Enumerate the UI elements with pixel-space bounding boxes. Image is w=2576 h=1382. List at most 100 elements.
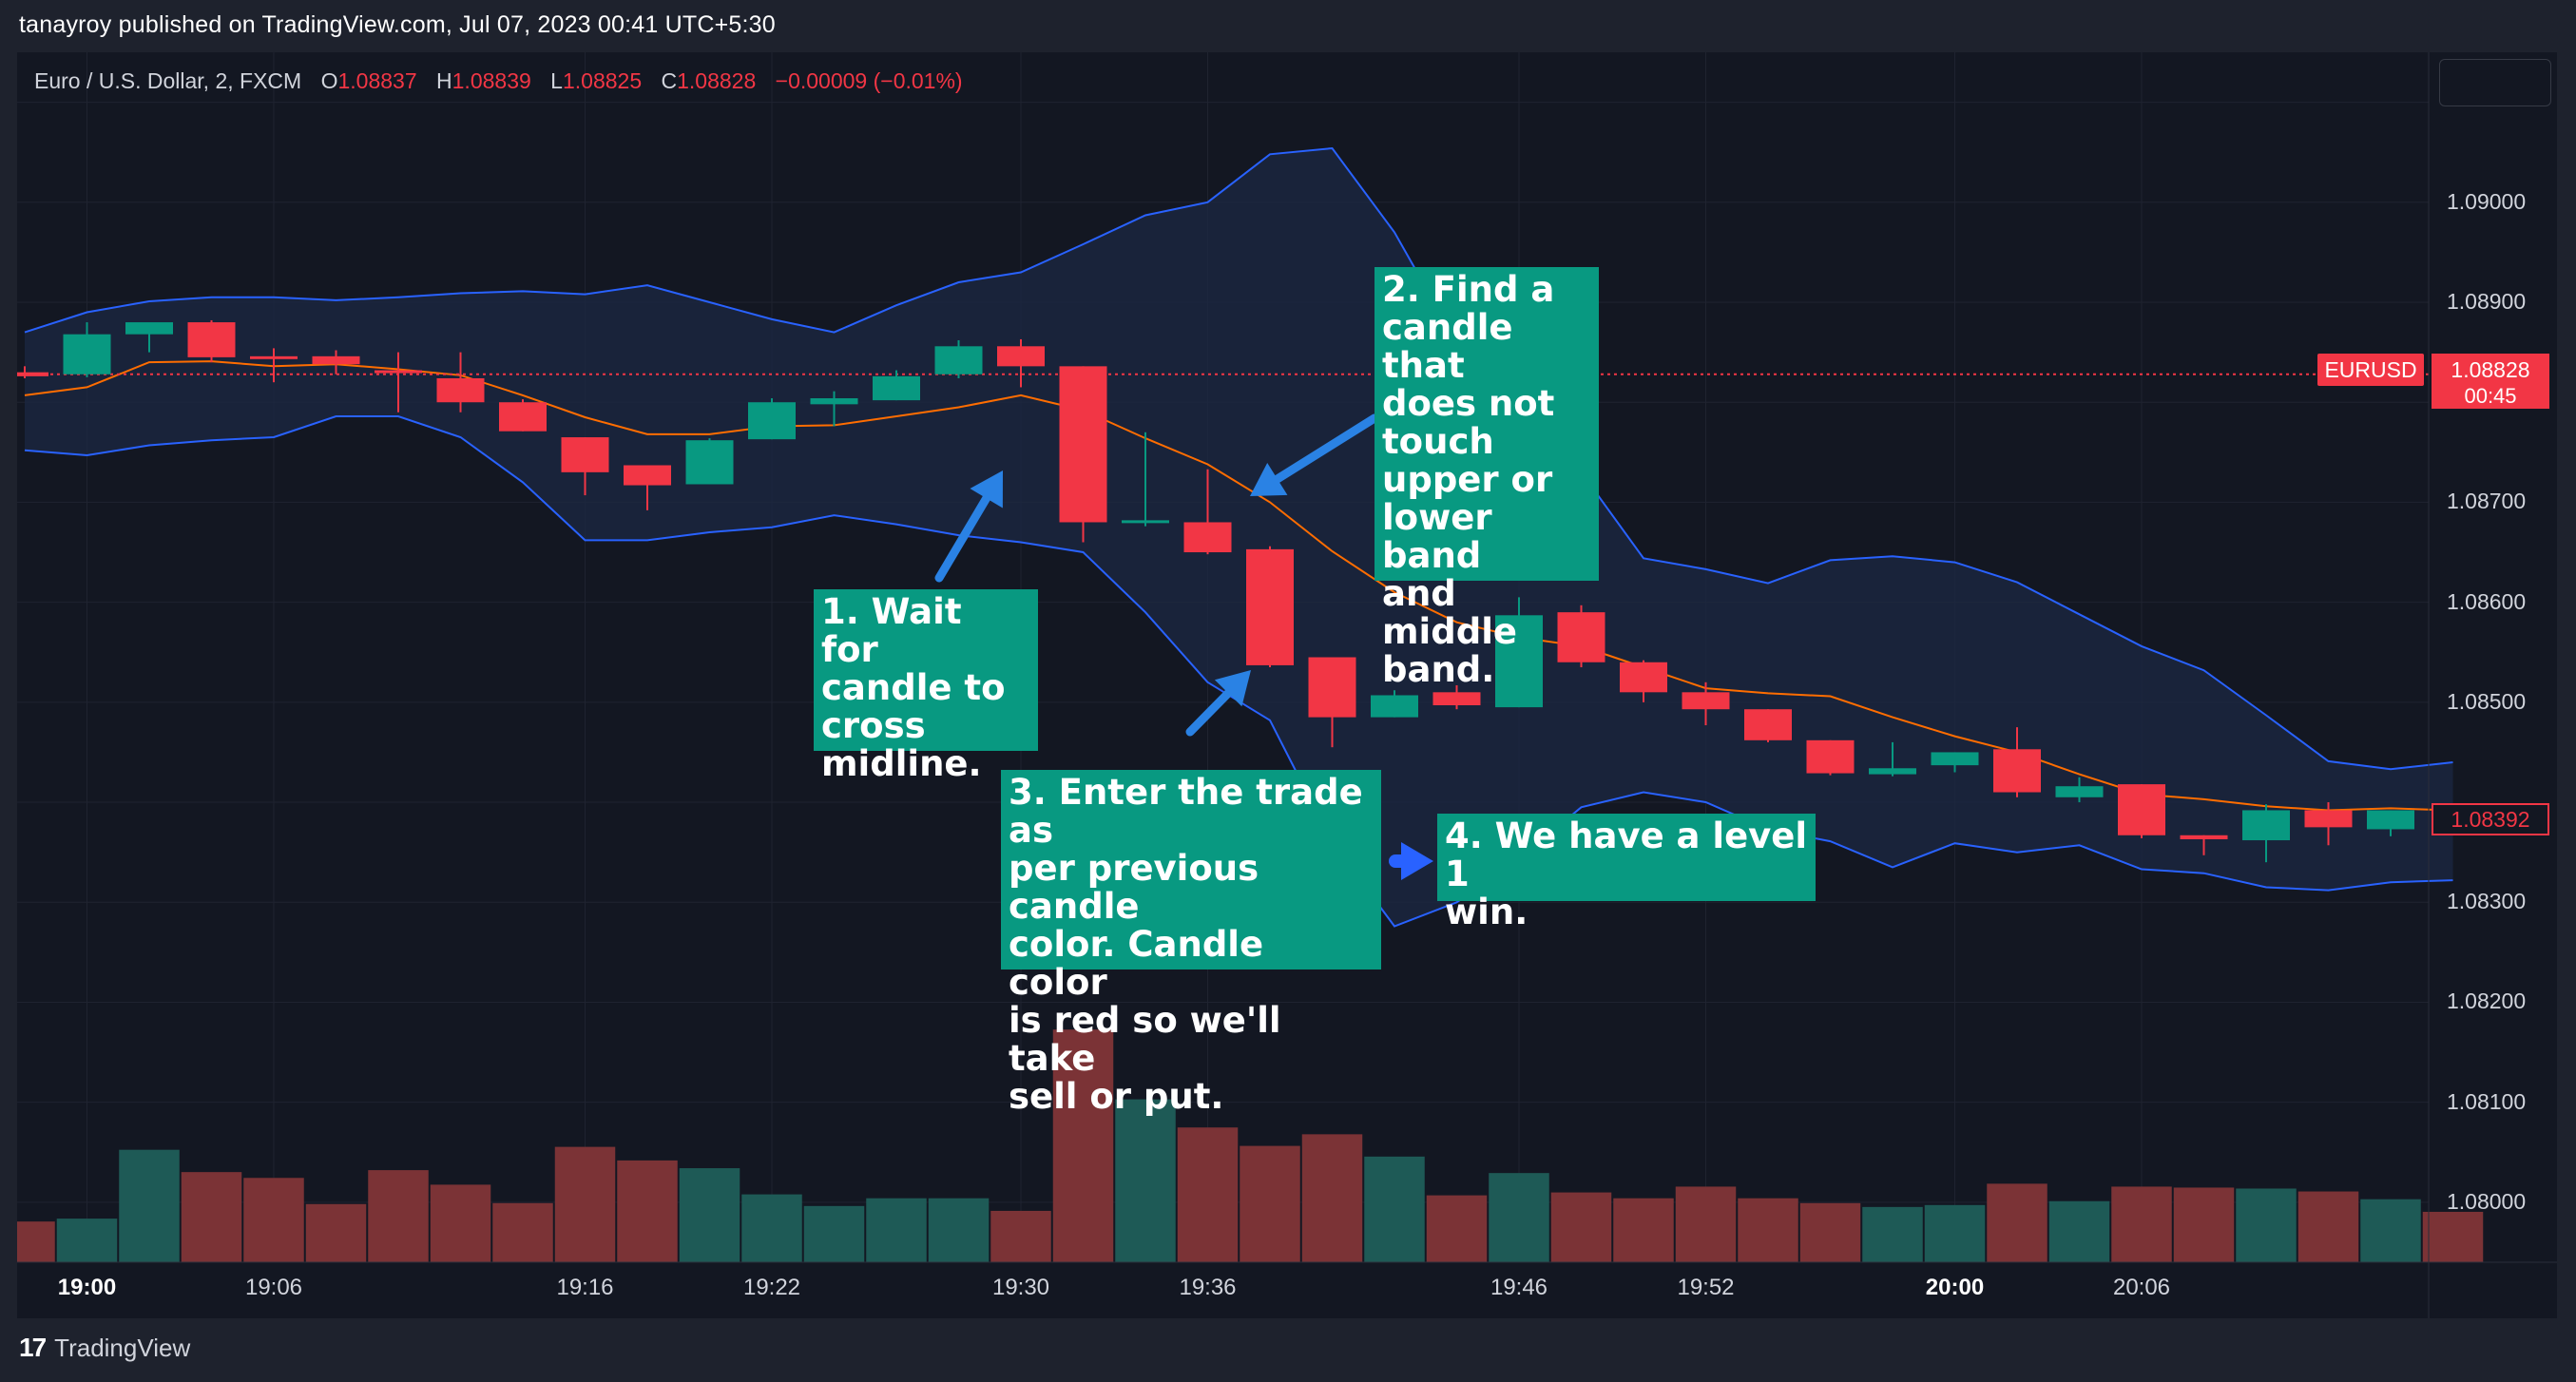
price-axis-label: 1.08200	[2447, 989, 2527, 1014]
bollinger-band-fill	[25, 148, 2453, 927]
candle-body	[499, 402, 547, 432]
time-axis-label: 20:06	[2112, 1275, 2171, 1300]
candle-body	[2242, 810, 2290, 841]
volume-bar	[1301, 1134, 1363, 1262]
candle-body	[63, 334, 111, 374]
candle-body	[2304, 810, 2353, 828]
arrow-step-4	[1389, 842, 1433, 880]
volume-bar	[1489, 1173, 1549, 1262]
candle-body	[873, 375, 920, 401]
tradingview-logo-icon: 17	[19, 1333, 47, 1362]
candle-body	[1931, 752, 1979, 766]
candle-body	[1371, 695, 1418, 718]
annotation-step-1: 1. Wait for candle to cross midline.	[814, 589, 1038, 783]
candle-body	[1806, 739, 1855, 774]
price-axis-label: 1.08700	[2447, 489, 2527, 514]
brand-name: TradingView	[54, 1333, 191, 1362]
price-axis-label: 1.08100	[2447, 1088, 2527, 1114]
candle-body	[375, 370, 422, 374]
arrow-shaft	[1185, 688, 1233, 737]
basis-price-tag: 1.08392	[2432, 803, 2549, 835]
legend-symbol: Euro / U.S. Dollar, 2, FXCM	[34, 68, 302, 93]
volume-bar	[17, 1221, 55, 1262]
arrow-shaft	[934, 493, 991, 583]
arrow-head	[1401, 842, 1433, 880]
volume-bar	[679, 1168, 740, 1262]
time-axis-label: 19:16	[556, 1275, 614, 1300]
volume-bar	[2236, 1188, 2297, 1262]
candle-body	[1682, 692, 1730, 710]
time-axis-label: 19:22	[742, 1275, 801, 1300]
bollinger-upper-band	[24, 146, 2453, 771]
time-axis-label: 19:46	[1490, 1275, 1548, 1300]
arrow-step-2	[1250, 413, 1379, 496]
time-axis-label: 19:52	[1677, 1275, 1735, 1300]
candle-body	[250, 355, 298, 359]
volume-bar	[803, 1205, 865, 1262]
legend-high: 1.08839	[452, 68, 531, 93]
annotation-step-4: 4. We have a level 1 win.	[1437, 814, 1816, 931]
volume-bar	[1177, 1127, 1239, 1262]
arrow-step-3	[1185, 670, 1251, 737]
volume-bar	[1799, 1202, 1861, 1262]
volume-bar	[1862, 1206, 1923, 1262]
legend-change: −0.00009 (−0.01%)	[775, 68, 963, 93]
legend-low-label: L	[550, 68, 563, 93]
candle-body	[997, 346, 1045, 367]
volume-bar	[2297, 1191, 2359, 1262]
price-axis-label: 1.08000	[2447, 1188, 2527, 1214]
price-axis-label: 1.08500	[2447, 688, 2527, 714]
annotation-step-2: 2. Find a candle that does not touch upp…	[1375, 267, 1599, 689]
volume-bar	[119, 1149, 180, 1262]
legend-close-label: C	[661, 68, 678, 93]
published-line: tanayroy published on TradingView.com, J…	[19, 11, 776, 38]
volume-bar	[2360, 1199, 2421, 1262]
volume-bar	[56, 1219, 118, 1262]
legend-open-label: O	[320, 68, 338, 93]
arrow-head	[1250, 463, 1288, 496]
candle-body	[2180, 835, 2228, 839]
chart-legend: Euro / U.S. Dollar, 2, FXCM O1.08837 H1.…	[34, 68, 963, 94]
price-axis-label: 1.09000	[2447, 188, 2527, 214]
volume-bar	[243, 1178, 304, 1262]
volume-bar	[2111, 1186, 2172, 1262]
candlestick-chart[interactable]	[17, 52, 2557, 1318]
arrow-step-1	[934, 470, 1003, 583]
candle-body	[17, 372, 48, 376]
candle-body	[1122, 520, 1169, 524]
volume-bar	[1052, 1029, 1114, 1262]
volume-bar	[1115, 1099, 1176, 1262]
time-axis-label: 19:30	[991, 1275, 1050, 1300]
time-axis-label: 19:00	[57, 1275, 117, 1300]
tradingview-brand[interactable]: 17 TradingView	[19, 1333, 190, 1363]
candle-body	[1495, 615, 1543, 708]
candle-body	[1557, 612, 1605, 662]
candle-body	[2367, 810, 2414, 830]
price-axis-label: 1.08600	[2447, 588, 2527, 614]
arrow-head	[970, 470, 1003, 509]
price-axis-label: 1.08900	[2447, 289, 2527, 315]
volume-bar	[181, 1172, 242, 1262]
volume-bar	[1550, 1192, 1612, 1262]
chart-settings-box[interactable]	[2439, 59, 2551, 106]
volume-bar	[741, 1194, 802, 1262]
candle-body	[1246, 548, 1294, 665]
volume-bar	[305, 1203, 367, 1262]
candle-body	[2118, 784, 2165, 835]
volume-bar	[2173, 1187, 2235, 1262]
candles	[17, 319, 2414, 863]
annotation-step-3: 3. Enter the trade as per previous candl…	[1001, 770, 1381, 1116]
candle-body	[810, 398, 858, 405]
symbol-tag: EURUSD	[2317, 354, 2424, 386]
candle-body	[312, 355, 360, 365]
legend-high-label: H	[436, 68, 452, 93]
volume-bar	[1738, 1198, 1798, 1262]
volume-bar	[368, 1170, 429, 1262]
candle-body	[685, 440, 734, 485]
candle-body	[1993, 749, 2041, 793]
candle-body	[1744, 709, 1792, 740]
volume-bar	[928, 1198, 990, 1262]
arrow-head	[1214, 670, 1251, 707]
bar-countdown-tag: 00:45	[2432, 384, 2549, 409]
volume-bar	[554, 1146, 616, 1262]
